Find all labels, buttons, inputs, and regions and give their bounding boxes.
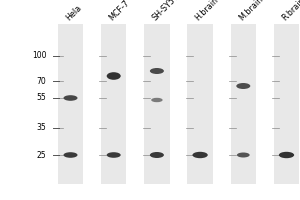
Text: Hela: Hela [64, 3, 83, 22]
Bar [187, 24, 213, 184]
Text: M.brain: M.brain [237, 0, 265, 22]
Ellipse shape [107, 72, 121, 80]
Bar [230, 24, 256, 184]
Ellipse shape [64, 152, 77, 158]
Ellipse shape [107, 152, 121, 158]
Text: 100: 100 [32, 51, 46, 60]
Ellipse shape [192, 152, 208, 158]
Text: 35: 35 [37, 123, 46, 132]
Text: MCF-7: MCF-7 [107, 0, 131, 22]
Text: R.brain: R.brain [280, 0, 300, 22]
Bar [144, 24, 170, 184]
Text: SH-SY5Y: SH-SY5Y [151, 0, 181, 22]
Text: 25: 25 [37, 150, 46, 160]
Text: H.brain: H.brain [194, 0, 220, 22]
Ellipse shape [279, 152, 294, 158]
Ellipse shape [151, 98, 163, 102]
Bar [274, 24, 299, 184]
Text: 70: 70 [37, 76, 46, 86]
Ellipse shape [150, 68, 164, 74]
Ellipse shape [150, 152, 164, 158]
Ellipse shape [237, 152, 250, 158]
Bar [101, 24, 127, 184]
Ellipse shape [236, 83, 250, 89]
Bar [58, 24, 83, 184]
Text: 55: 55 [37, 94, 46, 102]
Ellipse shape [64, 95, 77, 101]
